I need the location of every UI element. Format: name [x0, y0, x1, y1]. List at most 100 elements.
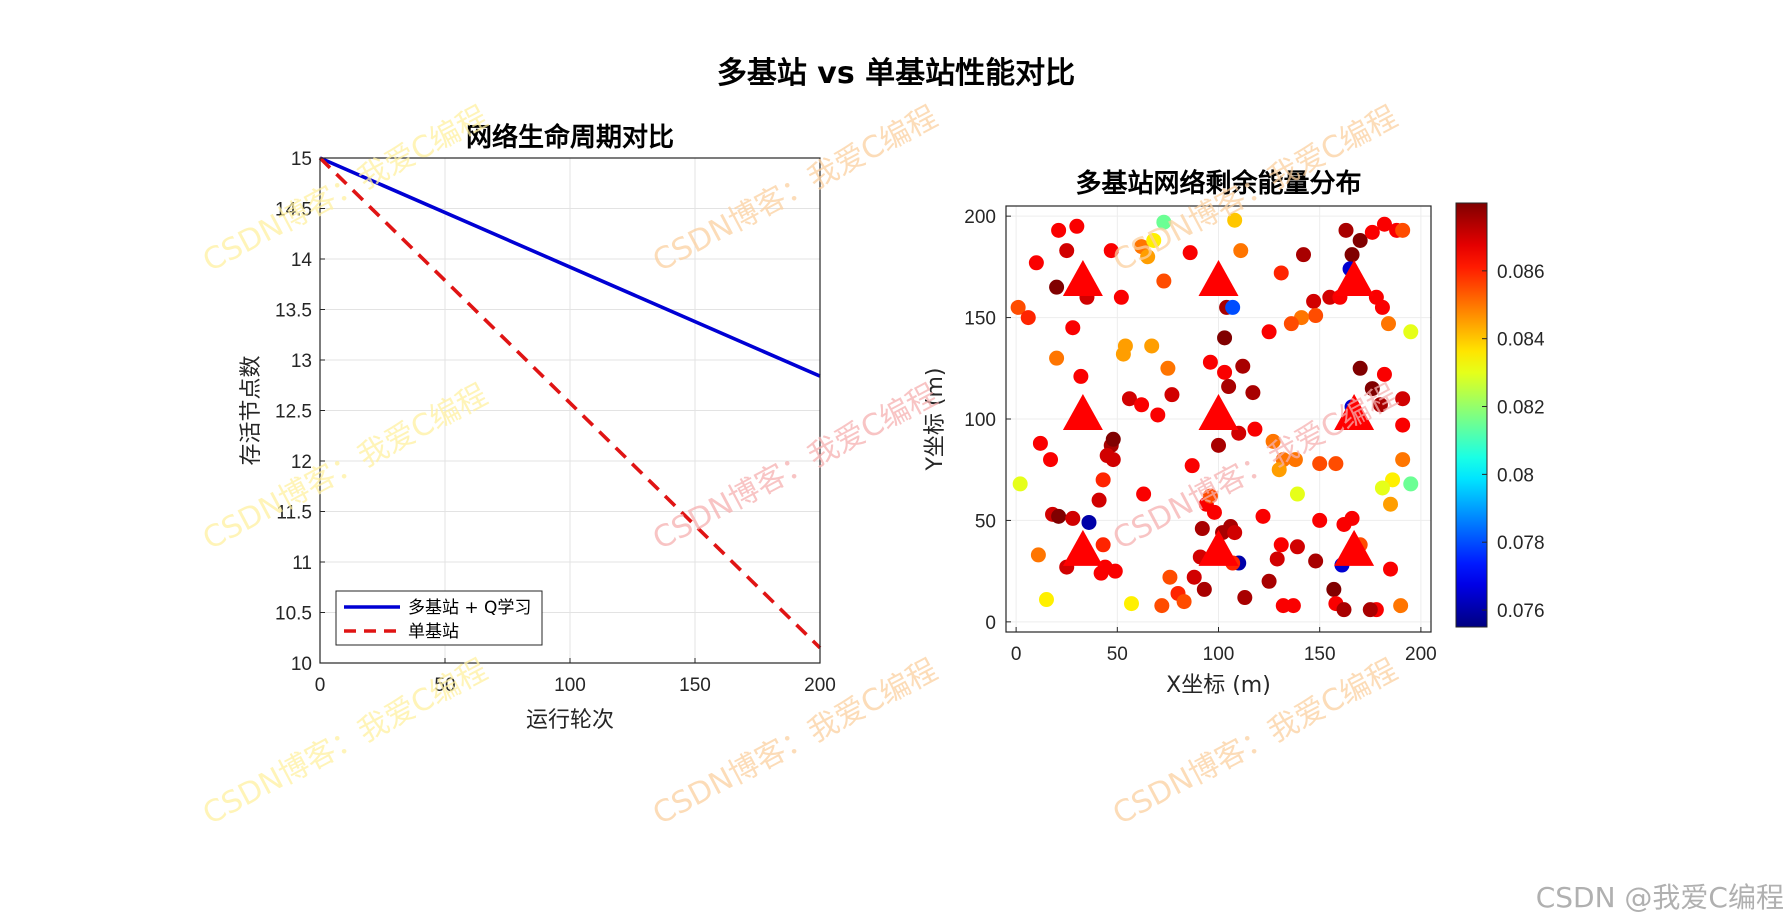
lifecycle-chart-title: 网络生命周期对比 — [466, 122, 674, 153]
y-tick-label: 13 — [291, 351, 312, 372]
sensor-node-point — [1059, 243, 1075, 259]
y-tick-label: 14 — [291, 250, 313, 271]
sensor-node-point — [1095, 537, 1111, 553]
sensor-node-point — [1289, 486, 1305, 502]
legend-label: 多基站 + Q学习 — [408, 598, 531, 618]
base-station-marker — [1334, 393, 1375, 430]
sensor-node-point — [1196, 581, 1212, 597]
sensor-node-point — [1093, 565, 1109, 581]
x-tick-label: 100 — [1203, 644, 1235, 665]
sensor-node-point — [1383, 561, 1399, 577]
lifecycle-chart: 网络生命周期对比 0 50 100 150 200 10 10.5 11 11.5 12 12.5 1… — [239, 122, 836, 733]
sensor-node-point — [1140, 249, 1156, 265]
sensor-node-point — [1376, 216, 1392, 232]
sensor-node-point — [1237, 590, 1253, 606]
watermark-text: CSDN博客：我爱C编程 — [647, 100, 943, 279]
sensor-node-point — [1374, 480, 1390, 496]
sensor-node-point — [1186, 569, 1202, 585]
sensor-node-point — [1202, 354, 1218, 370]
sensor-node-point — [1032, 435, 1048, 451]
sensor-node-point — [1211, 437, 1226, 453]
sensor-node-point — [1103, 243, 1119, 259]
colorbar-tick-label: 0.076 — [1497, 601, 1545, 622]
x-tick-label: 150 — [1304, 644, 1336, 665]
base-station-marker — [1062, 529, 1103, 566]
lifecycle-tick-labels: 0 50 100 150 200 10 10.5 11 11.5 12 12.5 13 13.5 14 14… — [275, 149, 836, 696]
sensor-node-point — [1105, 452, 1121, 468]
sensor-node-point — [1362, 602, 1378, 618]
y-tick-label: 15 — [291, 149, 312, 170]
sensor-node-point — [1328, 456, 1344, 472]
sensor-node-point — [1107, 563, 1123, 579]
series-line — [318, 156, 822, 650]
sensor-node-point — [1156, 214, 1172, 230]
sensor-node-point — [1156, 273, 1172, 289]
sensor-node-point — [1403, 476, 1419, 492]
y-tick-label: 150 — [964, 309, 996, 330]
sensor-node-point — [1154, 598, 1170, 614]
base-station-marker — [1198, 529, 1239, 566]
sensor-node-point — [1065, 510, 1081, 526]
energy-y-axis-label: Y坐标 (m) — [923, 367, 948, 471]
sensor-node-point — [1376, 366, 1392, 382]
sensor-node-point — [1176, 594, 1192, 610]
sensor-node-point — [1038, 592, 1054, 608]
base-stations — [1062, 260, 1375, 566]
sensor-node-point — [1051, 222, 1067, 238]
sensor-node-point — [1121, 391, 1137, 407]
legend-box — [335, 590, 543, 646]
sensor-node-point — [1374, 299, 1390, 315]
sensor-node-point — [1285, 598, 1301, 614]
sensor-node-point — [1261, 573, 1277, 589]
base-station-marker — [1334, 260, 1375, 297]
colorbar-tick-label: 0.078 — [1497, 533, 1545, 554]
sensor-node-point — [1352, 232, 1368, 248]
lifecycle-series — [318, 156, 822, 650]
series-line — [319, 156, 821, 378]
sensor-node-point — [1073, 368, 1089, 384]
sensor-node-point — [1383, 496, 1399, 512]
sensor-node-point — [1206, 504, 1222, 520]
figure-title: 多基站 vs 单基站性能对比 — [717, 56, 1075, 91]
sensor-node-point — [1227, 212, 1243, 228]
sensor-node-point — [1273, 537, 1289, 553]
colorbar: 0.076 0.078 0.08 0.082 0.084 0.086 — [1455, 202, 1545, 628]
sensor-node-point — [1308, 308, 1324, 324]
sensor-node-point — [1395, 417, 1411, 433]
sensor-node-point — [1393, 598, 1409, 614]
x-tick-label: 200 — [804, 675, 836, 696]
lifecycle-y-axis-label: 存活节点数 — [239, 355, 264, 465]
sensor-node-point — [1182, 245, 1198, 261]
sensor-node-point — [1255, 508, 1271, 524]
sensor-node-point — [1385, 472, 1401, 488]
sensor-node-point — [1134, 397, 1150, 413]
y-tick-label: 10 — [291, 654, 312, 675]
sensor-node-point — [1184, 458, 1200, 474]
sensor-node-point — [1352, 360, 1368, 376]
sensor-node-point — [1364, 224, 1380, 240]
sensor-node-point — [1372, 397, 1388, 413]
energy-chart-title: 多基站网络剩余能量分布 — [1075, 168, 1361, 199]
sensor-node-point — [1403, 324, 1419, 340]
sensor-node-point — [1265, 433, 1281, 449]
watermark-text: CSDN博客：我爱C编程 — [647, 378, 943, 557]
sensor-node-point — [1162, 569, 1178, 585]
sensor-node-point — [1194, 521, 1210, 537]
sensor-node-point — [1049, 279, 1065, 295]
credit-label: CSDN @我爱C编程 — [1535, 881, 1784, 914]
sensor-node-point — [1105, 431, 1121, 447]
sensor-node-point — [1235, 358, 1251, 374]
y-tick-label: 14.5 — [275, 200, 312, 221]
sensor-node-point — [1221, 379, 1237, 395]
sensor-node-point — [1020, 310, 1036, 326]
sensor-node-point — [1010, 299, 1026, 315]
colorbar-tick-label: 0.086 — [1497, 262, 1545, 283]
sensor-node-point — [1117, 338, 1133, 354]
sensor-node-point — [1160, 360, 1176, 376]
base-station-marker — [1062, 260, 1103, 297]
sensor-node-point — [1338, 222, 1354, 238]
colorbar-tick-label: 0.08 — [1497, 465, 1534, 486]
legend-label: 单基站 — [408, 622, 459, 642]
sensor-node-point — [1144, 338, 1160, 354]
